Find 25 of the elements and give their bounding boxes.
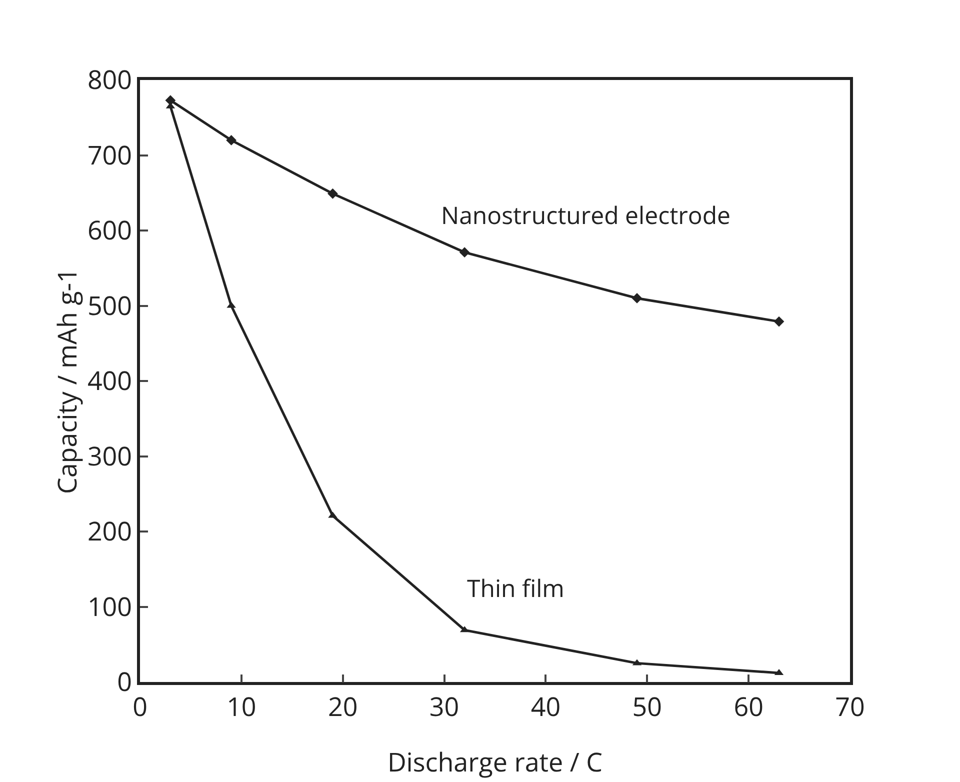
y-tick-label: 800 bbox=[87, 61, 132, 98]
point bbox=[632, 293, 642, 304]
x-tick-label: 50 bbox=[632, 688, 662, 724]
point bbox=[774, 316, 784, 327]
point bbox=[226, 135, 236, 146]
x-tick-label: 10 bbox=[226, 688, 256, 724]
point bbox=[328, 188, 338, 199]
y-tick-label: 400 bbox=[87, 362, 132, 398]
y-tick-label: 300 bbox=[87, 437, 132, 474]
y-tick-label: 100 bbox=[87, 588, 132, 624]
point bbox=[459, 247, 470, 258]
x-tick-label: 20 bbox=[328, 688, 358, 724]
y-tick-label: 600 bbox=[87, 212, 132, 248]
series-label: Thin film bbox=[467, 572, 564, 605]
x-tick-label: 60 bbox=[734, 688, 764, 724]
x-tick-label: 30 bbox=[429, 688, 460, 724]
y-tick-label: 700 bbox=[87, 136, 132, 172]
x-tick-label: 70 bbox=[835, 688, 865, 724]
y-axis-title: Capacity / mAh g-1 bbox=[48, 268, 84, 494]
y-tick-label: 0 bbox=[117, 663, 132, 700]
series-label: Nanostructured electrode bbox=[441, 199, 731, 232]
x-axis-title: Discharge rate / C bbox=[387, 744, 603, 780]
x-tick-label: 40 bbox=[530, 688, 561, 724]
y-tick-label: 200 bbox=[87, 512, 132, 549]
y-tick-label: 500 bbox=[87, 286, 132, 323]
